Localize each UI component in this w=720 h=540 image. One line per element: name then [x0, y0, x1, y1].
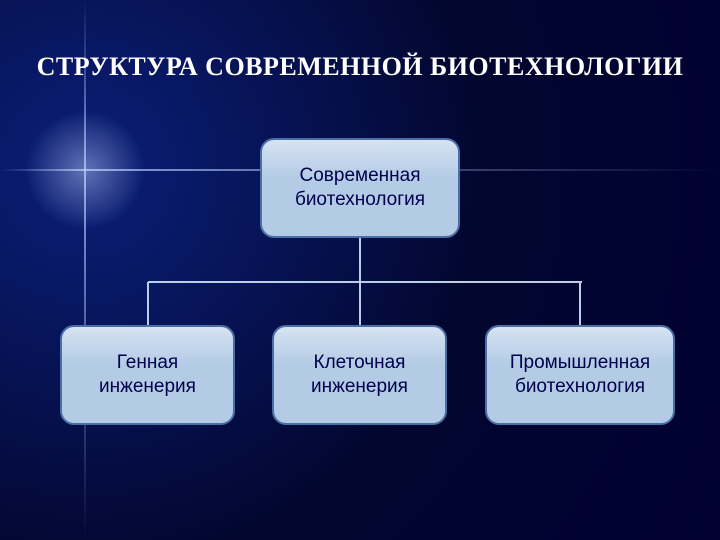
connector-child-0 — [147, 282, 149, 326]
slide: СТРУКТУРА СОВРЕМЕННОЙ БИОТЕХНОЛОГИИ Совр… — [0, 0, 720, 540]
connector-child-2 — [579, 282, 581, 326]
tree-root-node: Современная биотехнология — [260, 138, 460, 238]
connector-horizontal-bar — [148, 281, 583, 283]
tree-child-node-1: Клеточная инженерия — [272, 325, 447, 425]
connector-child-1 — [359, 282, 361, 326]
flare-glow — [25, 110, 145, 230]
slide-title: СТРУКТУРА СОВРЕМЕННОЙ БИОТЕХНОЛОГИИ — [0, 52, 720, 82]
tree-child-node-2: Промышленная биотехнология — [485, 325, 675, 425]
tree-child-node-0: Генная инженерия — [60, 325, 235, 425]
connector-root-vertical — [359, 238, 361, 282]
